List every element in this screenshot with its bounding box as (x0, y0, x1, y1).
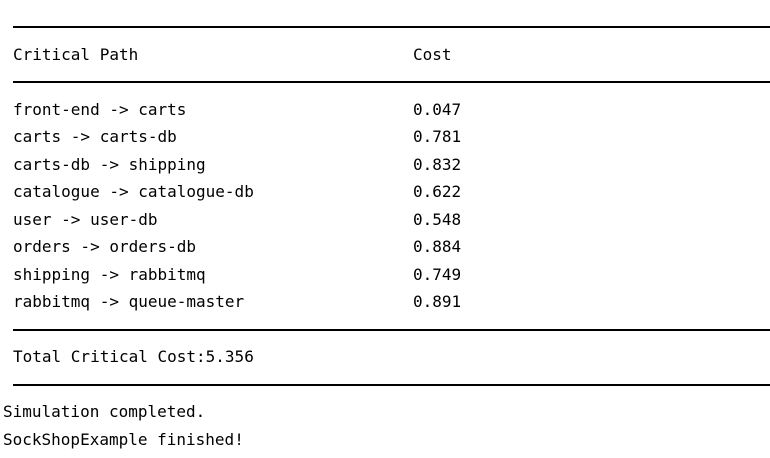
row-cost: 0.781 (413, 127, 462, 146)
row-cost: 0.622 (413, 182, 462, 201)
row-cost: 0.047 (413, 100, 462, 119)
header-cost: Cost (413, 45, 452, 64)
table-bottom-rule (13, 384, 770, 386)
log-line-example-finished: SockShopExample finished! (3, 430, 244, 449)
row-cost: 0.548 (413, 210, 462, 229)
row-cost: 0.832 (413, 155, 462, 174)
row-cost: 0.749 (413, 265, 462, 284)
row-path: orders -> orders-db (13, 237, 197, 256)
total-critical-cost: Total Critical Cost:5.356 (13, 347, 254, 366)
row-path: carts-db -> shipping (13, 155, 206, 174)
row-cost: 0.891 (413, 292, 462, 311)
row-path: front-end -> carts (13, 100, 187, 119)
body-bottom-rule (13, 329, 770, 331)
header-critical-path: Critical Path (13, 45, 139, 64)
row-path: user -> user-db (13, 210, 158, 229)
header-bottom-rule (13, 81, 770, 83)
table-top-rule (13, 26, 770, 28)
row-path: rabbitmq -> queue-master (13, 292, 245, 311)
row-path: shipping -> rabbitmq (13, 265, 206, 284)
log-line-simulation-completed: Simulation completed. (3, 402, 206, 421)
row-cost: 0.884 (413, 237, 462, 256)
row-path: catalogue -> catalogue-db (13, 182, 254, 201)
row-path: carts -> carts-db (13, 127, 177, 146)
